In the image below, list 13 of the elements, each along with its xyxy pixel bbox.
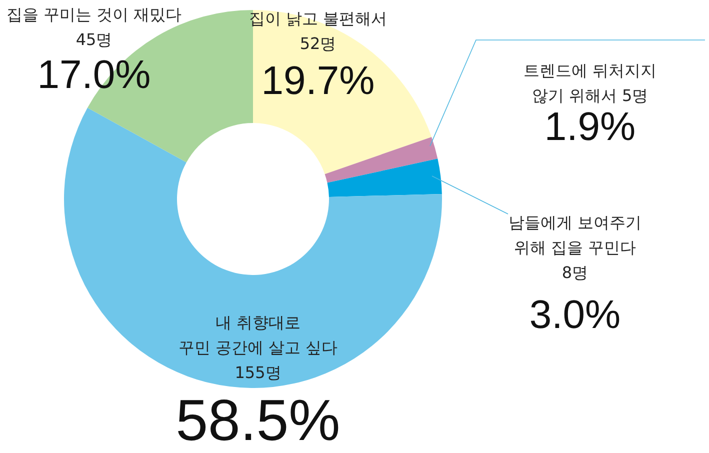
- donut-slice: [324, 136, 438, 183]
- data-label: 58.5%: [176, 388, 340, 453]
- slice-label: 집이 낡고 불편해서 52명: [248, 9, 388, 53]
- data-label: 17.0%: [37, 53, 151, 97]
- data-label: 1.9%: [544, 105, 636, 149]
- data-label: 19.7%: [261, 59, 375, 103]
- donut-slice: [64, 108, 442, 388]
- slice-label: 집을 꾸미는 것이 재밌다 45명: [6, 5, 182, 49]
- data-label: 3.0%: [529, 293, 621, 337]
- slice-label: 트렌드에 뒤처지지 않기 위해서 5명: [523, 61, 657, 105]
- slice-label: 남들에게 보여주기 위해 집을 꾸민다 8명: [508, 213, 642, 282]
- slice-label: 내 취향대로 꾸민 공간에 살고 싶다 155명: [178, 313, 338, 382]
- donut-slice: [327, 158, 442, 197]
